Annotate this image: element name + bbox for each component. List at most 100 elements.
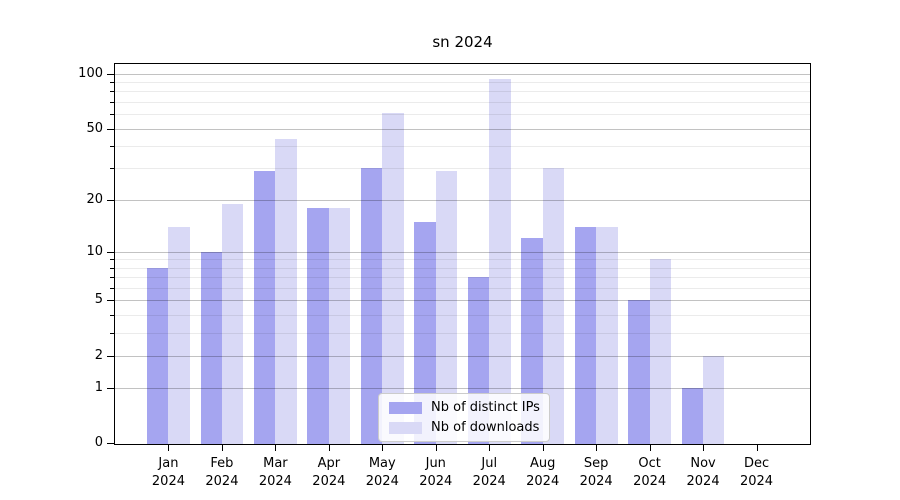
x-tick-label-feb: Feb 2024 xyxy=(205,456,239,489)
y-minor-tick xyxy=(110,114,114,116)
gridline-major xyxy=(115,128,810,130)
gridline-minor xyxy=(115,82,810,84)
x-tick-label-may: May 2024 xyxy=(365,456,399,489)
bar-ips-apr xyxy=(307,207,329,444)
bar-ips-mar xyxy=(253,171,276,444)
x-tick xyxy=(703,444,705,451)
chart-title: sn 2024 xyxy=(432,33,493,51)
y-minor-tick xyxy=(110,332,114,334)
legend-swatch-distinct-ips xyxy=(389,401,422,414)
legend-label-distinct-ips: Nb of distinct IPs xyxy=(431,400,540,415)
y-tick xyxy=(107,355,114,357)
bar-ips-oct xyxy=(628,300,650,444)
y-tick-label: 10 xyxy=(86,243,103,259)
gridline-minor xyxy=(115,168,810,170)
x-tick xyxy=(328,444,330,451)
y-minor-tick xyxy=(110,259,114,261)
bar-ips-feb xyxy=(200,251,222,444)
gridline-minor xyxy=(115,101,810,103)
x-tick-label-jan: Jan 2024 xyxy=(151,456,185,489)
y-minor-tick xyxy=(110,277,114,279)
y-minor-tick xyxy=(110,267,114,269)
bar-downloads-nov xyxy=(703,355,725,444)
bar-ips-jan xyxy=(147,267,169,444)
bar-downloads-may xyxy=(382,112,404,444)
gridline-minor xyxy=(115,314,810,316)
gridline-minor xyxy=(115,267,810,269)
y-tick-label: 2 xyxy=(94,347,103,363)
x-tick-label-dec: Dec 2024 xyxy=(739,456,774,489)
x-tick xyxy=(221,444,223,451)
legend-swatch-downloads xyxy=(389,421,422,434)
bar-downloads-sep xyxy=(596,226,618,444)
y-tick-label: 100 xyxy=(78,65,103,81)
x-tick xyxy=(756,444,758,451)
y-minor-tick xyxy=(110,101,114,103)
gridline-major xyxy=(115,355,810,357)
x-tick-label-jul: Jul 2024 xyxy=(472,456,506,489)
bar-downloads-jan xyxy=(168,226,190,444)
y-tick xyxy=(107,199,114,201)
gridline-major xyxy=(115,199,810,201)
y-minor-tick xyxy=(110,314,114,316)
y-tick-label: 1 xyxy=(94,380,103,396)
x-tick-label-mar: Mar 2024 xyxy=(258,456,292,489)
y-tick xyxy=(107,128,114,130)
legend-item-downloads: Nb of downloads xyxy=(389,420,540,435)
x-tick xyxy=(382,444,384,451)
y-minor-tick xyxy=(110,91,114,93)
x-tick xyxy=(275,444,277,451)
gridline-minor xyxy=(115,277,810,279)
bar-ips-aug xyxy=(521,238,543,444)
plot-area: Nb of distinct IPs Nb of downloads 100 50… xyxy=(78,63,811,489)
bar-downloads-aug xyxy=(542,168,565,444)
gridline-minor xyxy=(115,146,810,148)
bar-ips-sep xyxy=(574,226,597,444)
x-tick-label-aug: Aug 2024 xyxy=(526,456,560,489)
y-tick-label: 5 xyxy=(94,292,103,308)
y-minor-tick xyxy=(110,168,114,170)
gridline-minor xyxy=(115,259,810,261)
x-tick xyxy=(542,444,544,451)
bar-ips-jun xyxy=(414,221,436,444)
y-minor-tick xyxy=(110,287,114,289)
y-minor-tick xyxy=(110,146,114,148)
x-tick-label-nov: Nov 2024 xyxy=(686,456,720,489)
y-minor-tick xyxy=(110,82,114,84)
y-tick xyxy=(107,388,114,390)
bar-downloads-feb xyxy=(221,203,244,444)
y-tick xyxy=(107,73,114,75)
legend-label-downloads: Nb of downloads xyxy=(431,420,540,435)
bar-downloads-mar xyxy=(275,138,297,444)
bar-downloads-oct xyxy=(649,259,671,444)
gridline-major xyxy=(115,73,810,75)
bar-ips-nov xyxy=(681,388,704,444)
x-tick xyxy=(435,444,437,451)
legend-item-distinct-ips: Nb of distinct IPs xyxy=(389,400,540,415)
x-tick-label-jun: Jun 2024 xyxy=(419,456,453,489)
gridline-minor xyxy=(115,332,810,334)
x-tick xyxy=(168,444,170,451)
bar-ips-may xyxy=(360,168,383,444)
gridline-minor xyxy=(115,114,810,116)
x-tick-label-apr: Apr 2024 xyxy=(312,456,346,489)
y-tick xyxy=(107,251,114,253)
bar-downloads-jul xyxy=(489,78,511,444)
gridline-minor xyxy=(115,91,810,93)
x-tick xyxy=(649,444,651,451)
bar-downloads-jun xyxy=(435,171,458,444)
gridline-minor xyxy=(115,287,810,289)
x-tick-label-sep: Sep 2024 xyxy=(579,456,613,489)
legend: Nb of distinct IPs Nb of downloads xyxy=(378,393,550,442)
y-tick xyxy=(107,300,114,302)
x-tick-label-oct: Oct 2024 xyxy=(633,456,667,489)
y-tick-label: 20 xyxy=(86,191,103,207)
gridline-major xyxy=(115,251,810,253)
x-tick xyxy=(596,444,598,451)
x-tick xyxy=(489,444,491,451)
gridline-major xyxy=(115,300,810,302)
y-tick-label: 50 xyxy=(86,120,103,136)
gridline-major xyxy=(115,388,810,390)
y-tick xyxy=(107,443,114,444)
